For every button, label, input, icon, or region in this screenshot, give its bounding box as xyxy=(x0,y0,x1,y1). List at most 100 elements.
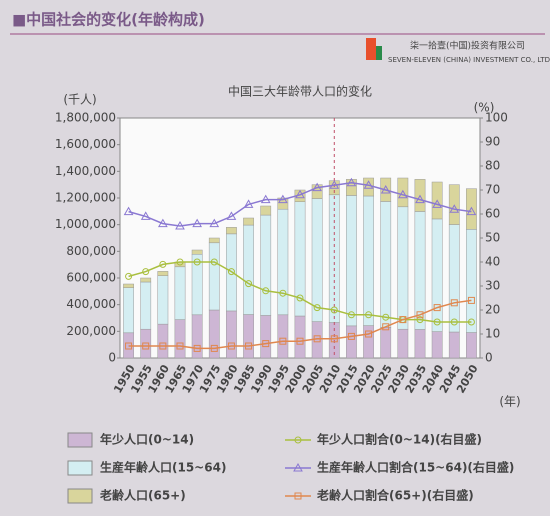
bar xyxy=(346,195,357,327)
legend-label: 年少人口(0~14) xyxy=(100,432,194,447)
marker xyxy=(175,220,185,230)
y2-tick-label: 70 xyxy=(485,183,500,197)
marker xyxy=(279,337,287,345)
marker xyxy=(313,335,321,343)
y2-tick-label: 80 xyxy=(485,159,500,173)
company-cn: 柒一拾壹(中国)投资有限公司 xyxy=(410,40,525,52)
marker xyxy=(432,199,443,208)
bar xyxy=(191,254,203,316)
y-tick-label: 400,000 xyxy=(66,297,116,311)
marker xyxy=(415,194,425,204)
marker xyxy=(347,311,355,319)
marker xyxy=(209,218,220,228)
logo xyxy=(366,38,376,60)
marker xyxy=(260,194,271,204)
marker xyxy=(192,218,203,228)
marker xyxy=(467,296,475,304)
line xyxy=(128,261,472,323)
marker xyxy=(433,304,441,312)
chart-title: 中国三大年龄带人口的变化 xyxy=(228,84,372,99)
logo xyxy=(376,46,382,60)
bar xyxy=(174,266,186,320)
bar xyxy=(380,327,392,359)
bar xyxy=(123,283,134,288)
bar xyxy=(294,201,306,317)
bar xyxy=(140,277,152,283)
bar xyxy=(243,314,254,359)
marker xyxy=(123,206,134,216)
marker xyxy=(380,184,391,194)
bar xyxy=(346,179,357,196)
bar xyxy=(157,275,169,325)
marker xyxy=(142,342,150,350)
marker xyxy=(262,340,270,348)
bar xyxy=(466,188,477,230)
bar xyxy=(208,242,220,311)
marker xyxy=(193,344,201,352)
marker xyxy=(193,258,201,266)
marker xyxy=(382,313,390,321)
line xyxy=(128,182,472,227)
y2-tick-label: 40 xyxy=(485,255,500,269)
legend-label: 生産年齢人口(15~64) xyxy=(100,460,226,475)
slide-title: ■中国社会的变化(年龄构成) xyxy=(12,11,205,29)
marker xyxy=(397,189,408,199)
legend-swatch xyxy=(67,432,93,448)
marker xyxy=(210,344,218,352)
marker xyxy=(467,318,475,326)
marker xyxy=(365,311,373,319)
bar xyxy=(380,201,392,328)
bar xyxy=(311,198,323,322)
bar xyxy=(397,328,409,359)
x-axis-label: (年) xyxy=(499,395,520,409)
marker xyxy=(227,342,235,350)
marker xyxy=(365,330,373,338)
marker xyxy=(313,304,321,312)
y2-tick-label: 20 xyxy=(485,303,500,317)
marker xyxy=(277,194,288,204)
bar xyxy=(363,195,374,326)
bar xyxy=(466,229,477,333)
bar xyxy=(346,325,357,359)
y2-tick-label: 0 xyxy=(485,351,493,365)
bar xyxy=(397,206,409,330)
bar xyxy=(243,224,254,315)
marker xyxy=(227,268,235,276)
line xyxy=(128,299,472,350)
bar xyxy=(260,315,272,359)
bar xyxy=(140,328,152,359)
marker xyxy=(294,436,302,444)
y2-tick-label: 90 xyxy=(485,135,500,149)
bar xyxy=(294,315,306,359)
bar xyxy=(243,217,254,226)
bar xyxy=(157,323,169,359)
legend-label: 生産年齢人口割合(15~64)(右目盛) xyxy=(317,460,514,475)
y-tick-label: 0 xyxy=(108,351,116,365)
bar xyxy=(226,310,237,359)
bar xyxy=(431,218,443,332)
marker xyxy=(363,180,374,189)
bar xyxy=(191,249,203,255)
legend-label: 老齢人口割合(65+)(右目盛) xyxy=(317,488,474,503)
y2-axis-label: (%) xyxy=(474,101,495,115)
marker xyxy=(140,211,151,220)
marker xyxy=(416,316,424,324)
bar xyxy=(208,237,220,244)
y-tick-label: 600,000 xyxy=(66,271,116,285)
y-axis-label: (千人) xyxy=(63,93,96,107)
legend-swatch xyxy=(67,460,93,476)
y2-tick-label: 50 xyxy=(485,231,500,245)
legend-label: 年少人口割合(0~14)(右目盛) xyxy=(317,432,482,447)
bar xyxy=(414,329,426,359)
bar xyxy=(260,214,272,316)
marker xyxy=(382,323,390,331)
marker xyxy=(312,182,323,192)
marker xyxy=(296,294,304,302)
company-en: SEVEN-ELEVEN (CHINA) INVESTMENT CO., LTD… xyxy=(388,56,550,64)
marker xyxy=(399,316,407,324)
marker xyxy=(243,199,254,208)
bar xyxy=(140,281,152,330)
marker xyxy=(294,492,302,500)
bar xyxy=(157,271,169,276)
bar xyxy=(226,227,237,235)
